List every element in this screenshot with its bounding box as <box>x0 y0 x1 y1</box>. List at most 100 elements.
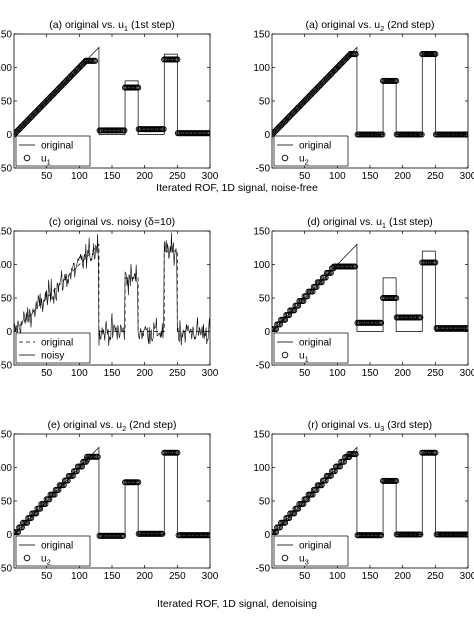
legend: original noisy <box>15 332 91 364</box>
y-tick-label: 50 <box>1 294 13 305</box>
y-tick-text: 100 <box>0 63 12 74</box>
series-u-point <box>432 449 439 456</box>
legend-label: u2 <box>299 154 309 167</box>
chart-title-rest: (2nd step) <box>384 19 434 31</box>
y-tick-label: -50 <box>256 361 271 372</box>
chart-title-rest: (3rd step) <box>384 419 432 431</box>
x-tick-text: 50 <box>299 368 311 379</box>
legend-box <box>15 332 91 364</box>
legend-label: noisy <box>41 351 64 362</box>
y-tick-text: 50 <box>259 97 271 108</box>
chart-title-subscript: 2 <box>380 24 384 33</box>
y-tick-label: 100 <box>253 260 270 271</box>
legend-text: original <box>299 141 331 152</box>
legend: original u2 <box>273 135 349 167</box>
y-tick-text: -50 <box>0 164 12 175</box>
chart-title-subscript: 3 <box>380 424 384 433</box>
series-u-point <box>91 57 99 64</box>
plot-content <box>272 46 468 138</box>
chart-title: (d) original vs. u1 (1st step) <box>307 216 433 230</box>
series-u-point <box>432 51 439 58</box>
x-tick-label: 250 <box>427 171 444 182</box>
x-tick-text: 100 <box>71 171 88 182</box>
legend: original u1 <box>273 332 349 364</box>
chart-title-main: (r) original vs. u <box>308 419 381 431</box>
series-u-point <box>393 294 400 302</box>
x-tick-text: 100 <box>71 368 88 379</box>
series-u-point <box>14 529 18 536</box>
y-tick-label: 0 <box>6 327 12 338</box>
legend-label: u3 <box>299 554 309 567</box>
x-tick-label: 50 <box>41 368 53 379</box>
chart-title-subscript: 2 <box>122 424 126 433</box>
y-tick-label: -50 <box>256 164 271 175</box>
series-u-point <box>418 131 425 138</box>
x-tick-text: 100 <box>329 368 346 379</box>
x-tick-label: 50 <box>299 571 311 582</box>
series-u-point <box>94 453 101 460</box>
y-tick-label: 50 <box>259 294 271 305</box>
y-tick-text: 50 <box>259 294 271 305</box>
legend-label: original <box>41 141 73 152</box>
x-tick-label: 150 <box>104 368 121 379</box>
x-tick-text: 100 <box>329 171 346 182</box>
x-tick-text: 200 <box>394 368 411 379</box>
chart-title: (e) original vs. u2 (2nd step) <box>47 419 176 433</box>
x-tick-label: 100 <box>71 171 88 182</box>
figure-caption: Iterated ROF, 1D signal, denoising <box>157 598 317 610</box>
x-tick-text: 250 <box>169 368 186 379</box>
y-tick-text: 50 <box>1 497 13 508</box>
y-tick-label: 50 <box>259 497 271 508</box>
y-tick-text: -50 <box>256 164 271 175</box>
legend-box <box>273 535 349 567</box>
series-u-point <box>272 326 276 333</box>
y-tick-text: 0 <box>6 530 12 541</box>
series-u-point <box>351 263 359 270</box>
x-tick-text: 250 <box>169 171 186 182</box>
chart-title-main: (d) original vs. u <box>307 216 382 228</box>
x-tick-text: 50 <box>41 571 53 582</box>
legend-label: original <box>299 541 331 552</box>
chart-title-rest: (1st step) <box>128 19 175 31</box>
x-tick-label: 250 <box>427 368 444 379</box>
series-u-point <box>393 77 400 84</box>
plot-content <box>14 46 210 138</box>
chart-4: 50 100 150 200 250 300 -50 0 50 100 150 (d) origina… <box>253 216 474 379</box>
y-tick-text: 100 <box>253 63 270 74</box>
y-tick-text: 150 <box>253 430 270 441</box>
legend-text: original <box>299 338 331 349</box>
series-u-point <box>121 127 128 134</box>
legend-box <box>273 332 349 364</box>
chart-title: (a) original vs. u2 (2nd step) <box>305 19 434 33</box>
y-tick-label: 50 <box>1 497 13 508</box>
x-tick-label: 150 <box>362 571 379 582</box>
legend-label: original <box>41 338 73 349</box>
y-tick-label: 100 <box>253 63 270 74</box>
x-tick-label: 50 <box>299 368 311 379</box>
x-tick-label: 100 <box>329 171 346 182</box>
legend: original u3 <box>273 535 349 567</box>
y-tick-label: 0 <box>264 327 270 338</box>
legend-label: original <box>299 338 331 349</box>
y-tick-text: 150 <box>253 30 270 41</box>
series-u-point <box>135 84 142 91</box>
series-u-point <box>379 131 386 138</box>
x-tick-label: 300 <box>202 368 219 379</box>
y-tick-label: 100 <box>0 463 12 474</box>
x-tick-label: 300 <box>202 571 219 582</box>
x-tick-label: 150 <box>362 171 379 182</box>
y-tick-text: 100 <box>253 260 270 271</box>
x-tick-label: 250 <box>427 571 444 582</box>
series-u-point <box>417 531 424 538</box>
legend-subscript: 1 <box>47 158 51 167</box>
legend-box <box>15 535 91 567</box>
legend-box <box>15 135 91 167</box>
y-tick-label: 0 <box>6 130 12 141</box>
legend-subscript: 1 <box>305 355 309 364</box>
chart-title-rest: (1st step) <box>386 216 433 228</box>
chart-title: (a) original vs. u1 (1st step) <box>49 19 175 33</box>
legend-marker-circle <box>23 554 31 562</box>
y-tick-text: 0 <box>264 327 270 338</box>
legend-marker-circle <box>281 351 289 359</box>
legend: original u1 <box>15 135 91 167</box>
